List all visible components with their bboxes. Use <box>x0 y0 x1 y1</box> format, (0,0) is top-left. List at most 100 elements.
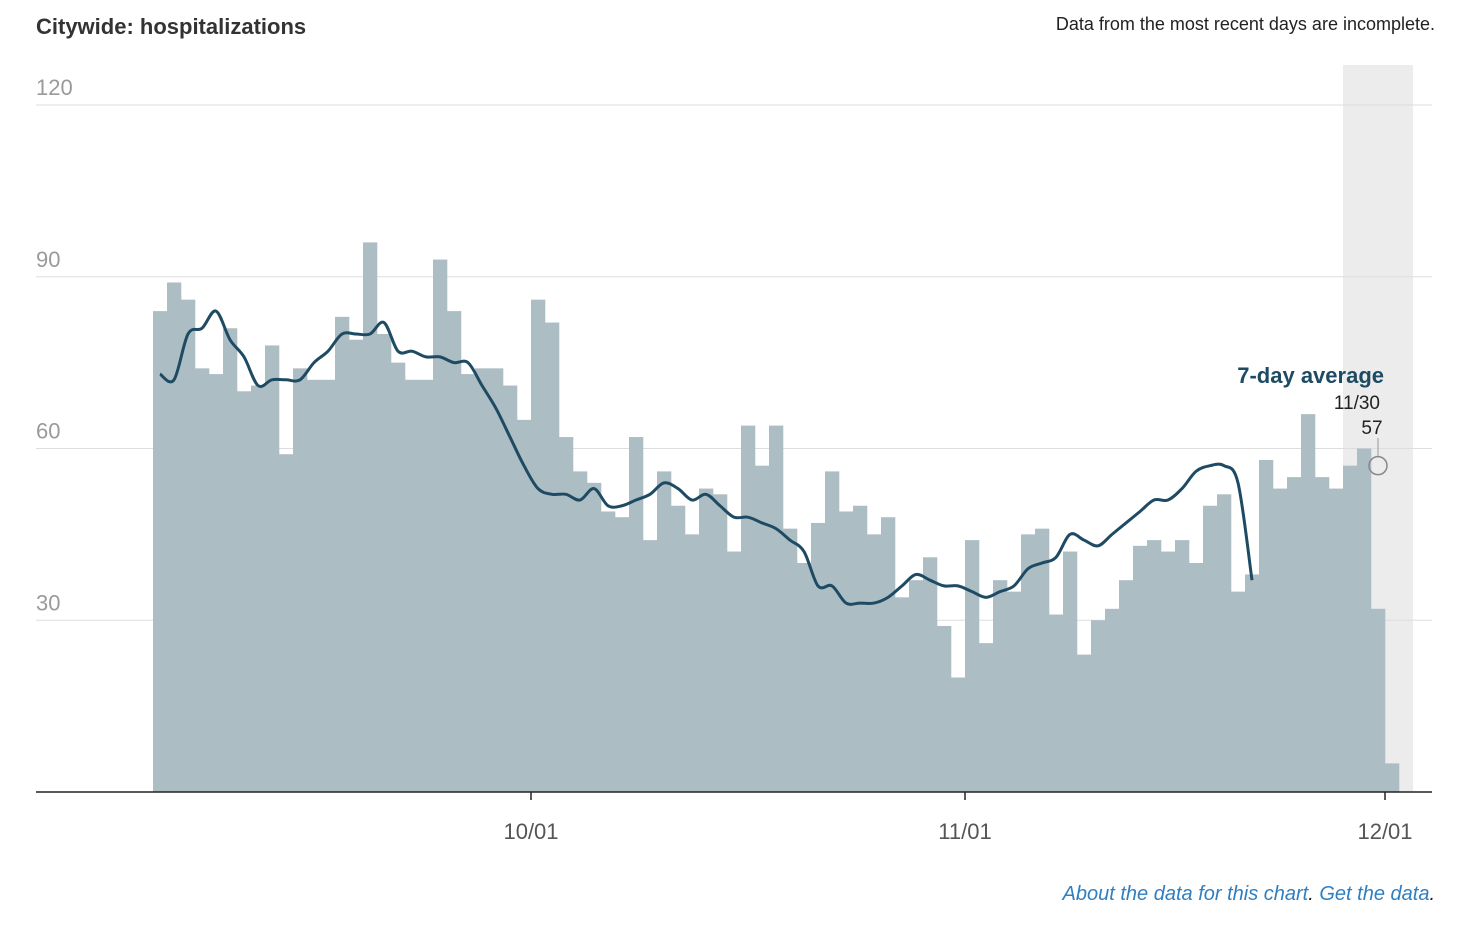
bar <box>531 299 546 792</box>
bar <box>1329 488 1344 792</box>
bar <box>741 425 756 792</box>
bar <box>209 374 224 792</box>
bar <box>1343 465 1358 792</box>
bar <box>867 534 882 792</box>
y-tick-label: 30 <box>36 590 60 615</box>
bar <box>923 557 938 792</box>
bar <box>559 437 574 792</box>
bar <box>1147 540 1162 792</box>
bar <box>279 454 294 792</box>
bar <box>335 316 350 792</box>
chart-title: Citywide: hospitalizations <box>36 14 307 39</box>
bar <box>881 517 896 792</box>
bar <box>601 511 616 792</box>
x-axis-ticks: 10/01 11/01 12/01 <box>503 792 1413 844</box>
bar <box>1273 488 1288 792</box>
bar <box>1007 591 1022 792</box>
bar <box>307 379 322 792</box>
bar <box>1301 414 1316 792</box>
bar <box>545 322 560 792</box>
bar <box>1385 763 1400 792</box>
bar <box>1231 591 1246 792</box>
bar <box>1063 551 1078 792</box>
bar <box>937 625 952 792</box>
annotation-label: 7-day average <box>1237 363 1384 388</box>
bar <box>643 540 658 792</box>
x-tick-label: 11/01 <box>938 819 991 844</box>
bar <box>1217 494 1232 792</box>
bar <box>391 362 406 792</box>
bar <box>293 368 308 792</box>
bar <box>1175 540 1190 792</box>
bar <box>181 299 196 792</box>
bar <box>419 379 434 792</box>
bar <box>237 391 252 792</box>
bar <box>1133 545 1148 792</box>
bar <box>769 425 784 792</box>
daily-bars <box>153 242 1400 792</box>
bar <box>825 471 840 792</box>
bar <box>321 379 336 792</box>
bar <box>517 419 532 792</box>
y-tick-label: 120 <box>36 75 73 100</box>
bar <box>447 311 462 792</box>
get-data-link[interactable]: Get the data <box>1319 883 1430 905</box>
x-tick-label: 12/01 <box>1357 819 1412 844</box>
annotation-marker <box>1368 455 1388 476</box>
bar <box>713 494 728 792</box>
footer-separator: . <box>1308 883 1320 905</box>
bar <box>1161 551 1176 792</box>
bar <box>153 311 168 792</box>
bar <box>965 540 980 792</box>
bar <box>811 522 826 792</box>
bar <box>685 534 700 792</box>
bar <box>377 334 392 792</box>
bar <box>1077 654 1092 792</box>
bar <box>503 385 518 792</box>
bar <box>265 345 280 792</box>
bar <box>251 385 266 792</box>
footer-end: . <box>1429 883 1435 905</box>
bar <box>1091 620 1106 792</box>
y-axis-ticks: 30 60 90 120 <box>36 75 73 615</box>
bar <box>657 471 672 792</box>
bar <box>993 580 1008 792</box>
bar <box>1035 528 1050 792</box>
bar <box>853 505 868 792</box>
bar <box>629 437 644 792</box>
bar <box>489 368 504 792</box>
bar <box>895 597 910 792</box>
bar <box>1203 505 1218 792</box>
bar <box>951 677 966 792</box>
bar <box>223 328 238 792</box>
bar <box>1357 448 1372 792</box>
y-tick-label: 90 <box>36 247 60 272</box>
bar <box>1315 477 1330 792</box>
bar <box>405 379 420 792</box>
bar <box>1259 459 1274 792</box>
bar <box>727 551 742 792</box>
bar <box>755 465 770 792</box>
bar <box>839 511 854 792</box>
bar <box>1245 574 1260 792</box>
bar <box>671 505 686 792</box>
bar <box>1049 614 1064 792</box>
bar <box>587 482 602 792</box>
bar <box>979 643 994 792</box>
bar <box>1287 477 1302 792</box>
about-data-link[interactable]: About the data for this chart <box>1062 883 1309 905</box>
bar <box>783 528 798 792</box>
x-tick-label: 10/01 <box>503 819 558 844</box>
bar <box>573 471 588 792</box>
bar <box>363 242 378 792</box>
annotation-value: 57 <box>1361 418 1382 439</box>
average-annotation: 7-day average 11/30 57 <box>1237 363 1388 476</box>
annotation-date: 11/30 <box>1334 393 1380 414</box>
bar <box>475 368 490 792</box>
bar <box>1021 534 1036 792</box>
seven-day-average-line <box>159 309 1254 606</box>
incomplete-data-note: Data from the most recent days are incom… <box>1055 14 1435 34</box>
bar <box>1371 608 1386 792</box>
bar <box>433 259 448 792</box>
bar <box>1105 608 1120 792</box>
